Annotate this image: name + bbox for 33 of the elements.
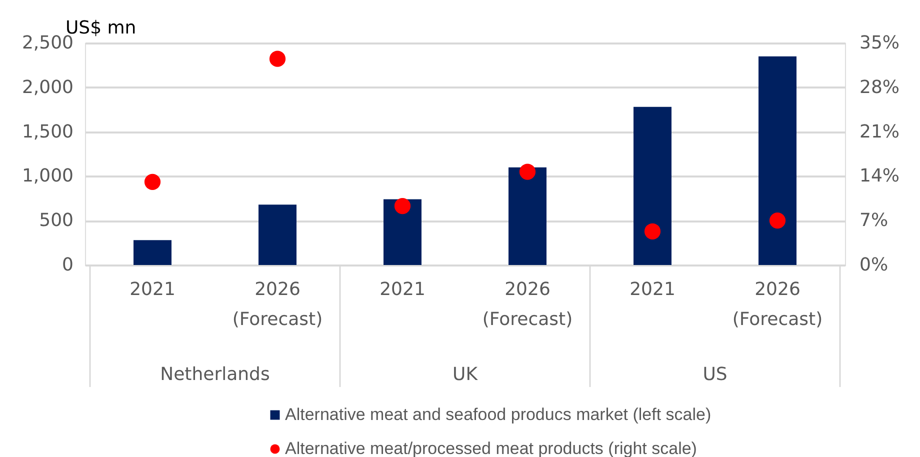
y2-tick-label: 14% bbox=[860, 166, 900, 187]
point bbox=[769, 212, 786, 229]
y-tick-label: 0 bbox=[62, 254, 74, 276]
bar bbox=[758, 56, 796, 265]
text: UK bbox=[452, 364, 479, 385]
y-tick-label: 2,000 bbox=[22, 76, 74, 98]
y-tick-label: 1,000 bbox=[22, 166, 74, 187]
x-tick-label: 2021 bbox=[130, 279, 176, 300]
x-tick-label: 2026 (Forecast) bbox=[732, 279, 823, 330]
bar bbox=[508, 167, 546, 265]
y2-tick-label: 7% bbox=[860, 210, 888, 232]
y-tick-label: 500 bbox=[39, 210, 74, 232]
bar bbox=[634, 106, 672, 265]
bar bbox=[134, 240, 172, 265]
point bbox=[144, 174, 161, 190]
x-tick-label: 2026 (Forecast) bbox=[232, 279, 323, 330]
text: Netherlands bbox=[160, 364, 270, 385]
bar bbox=[384, 199, 422, 265]
legend-label: Alternative meat and seafood producs market (left scale) bbox=[285, 405, 712, 424]
bar bbox=[258, 204, 296, 265]
y2-tick-label: 28% bbox=[860, 76, 900, 98]
y2-tick-label: 0% bbox=[860, 254, 888, 276]
text: US bbox=[702, 364, 728, 385]
point bbox=[394, 198, 411, 214]
x-tick-label: 2026 (Forecast) bbox=[482, 279, 573, 330]
x-tick-label: 2021 bbox=[630, 279, 676, 300]
y-tick-label: 1,500 bbox=[22, 121, 74, 142]
point bbox=[644, 223, 661, 240]
y2-tick-label: 21% bbox=[860, 121, 900, 142]
point bbox=[519, 164, 536, 180]
y2-tick-label: 35% bbox=[860, 32, 900, 54]
x-tick-label: 2021 bbox=[380, 279, 426, 300]
point bbox=[269, 50, 286, 67]
